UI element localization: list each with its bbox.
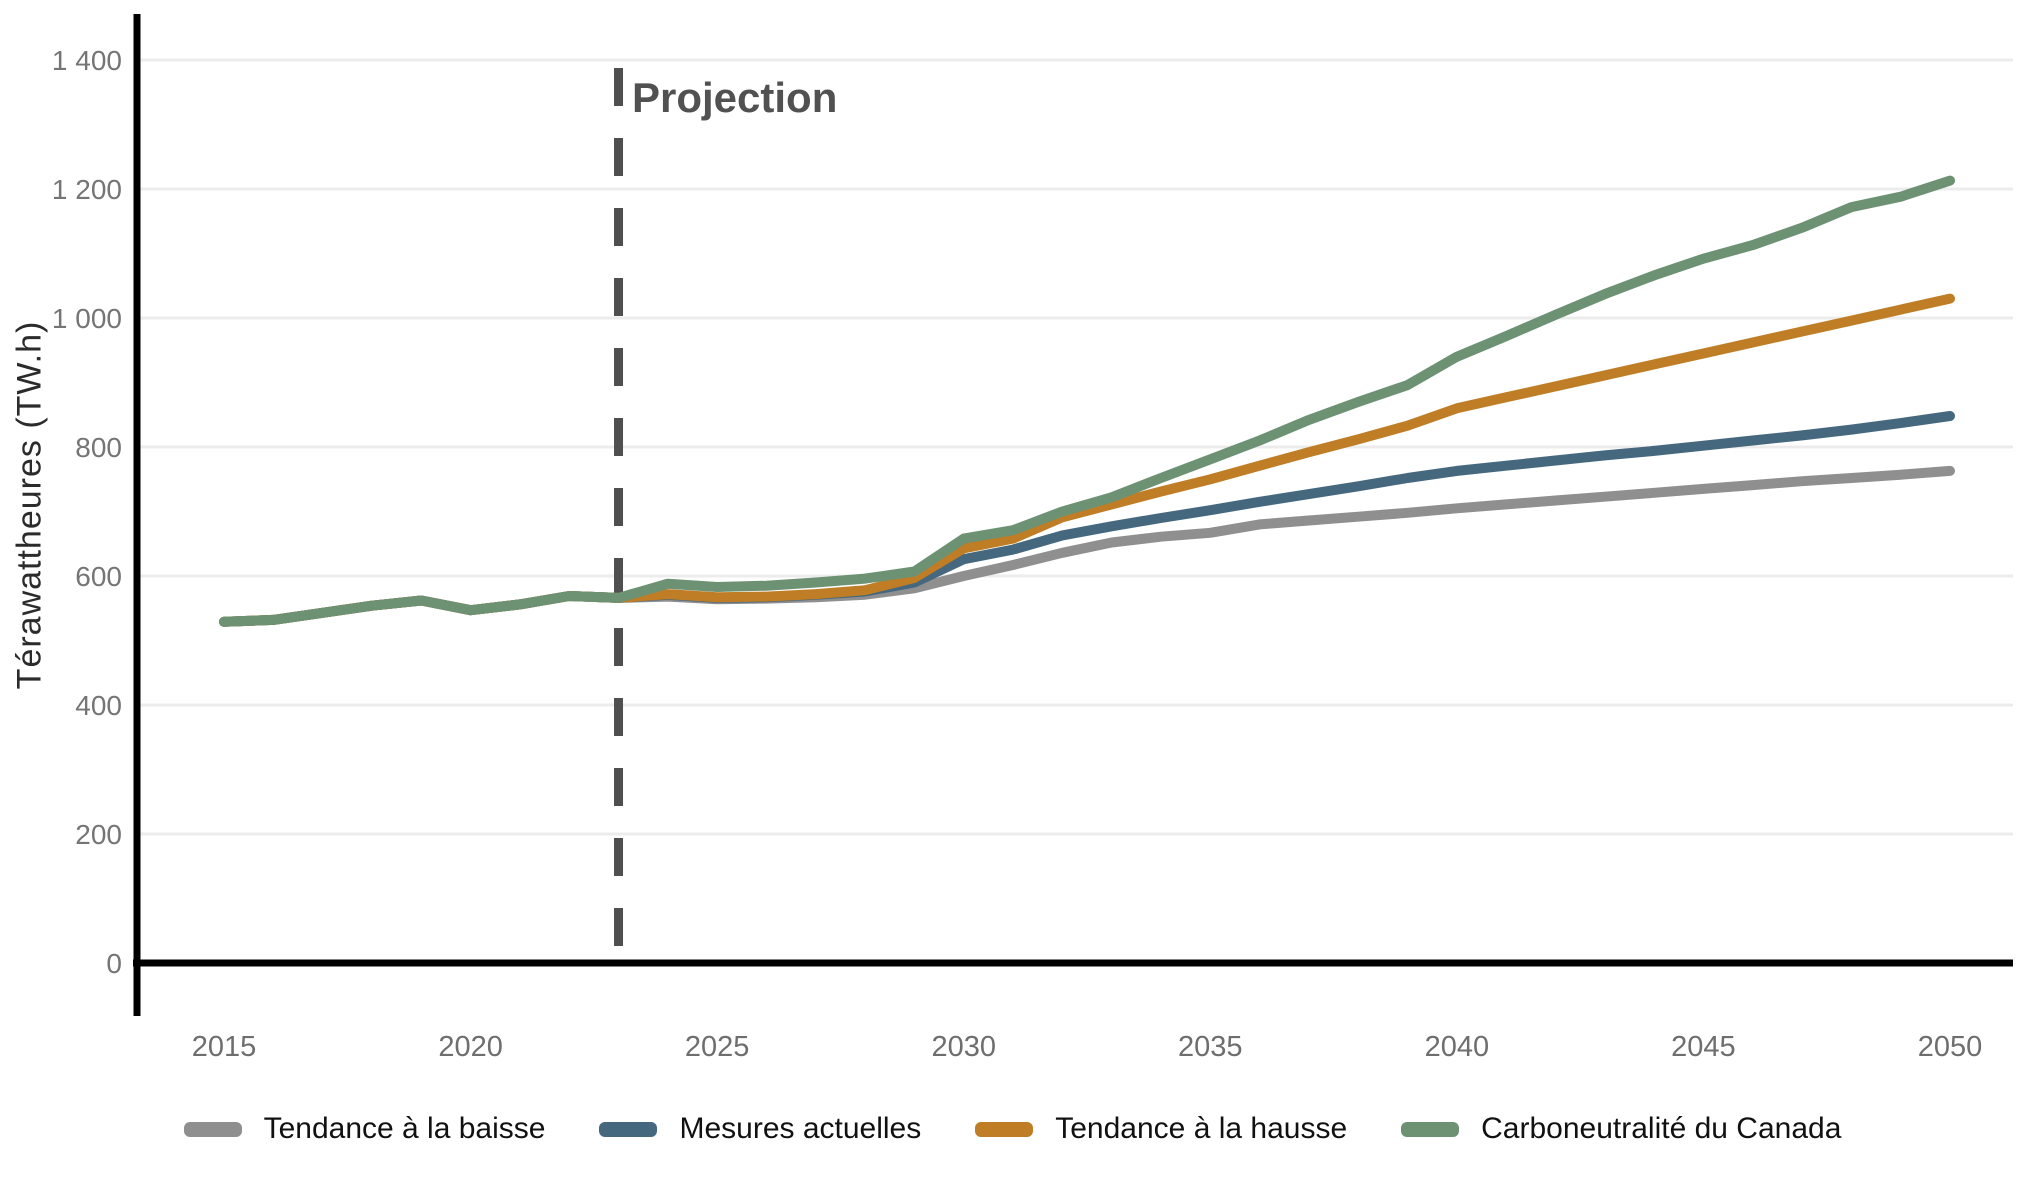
series-line-carboneutralite-du-canada	[219, 175, 1955, 627]
legend-swatch-tendance-baisse	[183, 1121, 242, 1137]
y-tick-label: 200	[75, 819, 122, 850]
x-tick-label: 2030	[931, 1031, 996, 1063]
y-tick-label: 1 200	[52, 174, 122, 205]
x-tick-label: 2020	[438, 1031, 503, 1063]
legend-item-mesures-actuelles: Mesures actuelles	[599, 1112, 921, 1146]
legend-item-carboneutralite: Carboneutralité du Canada	[1401, 1112, 1841, 1146]
x-tick-label: 2050	[1918, 1031, 1983, 1063]
series-line-tendance-a-la-baisse	[219, 465, 1955, 627]
series-line-tendance-a-la-hausse	[219, 293, 1955, 627]
legend-swatch-mesures-actuelles	[599, 1121, 658, 1137]
gridlines	[137, 58, 2013, 836]
y-tick-label: 800	[75, 432, 122, 463]
legend-swatch-tendance-hausse	[975, 1121, 1034, 1137]
y-tick-label: 1 000	[52, 303, 122, 334]
legend-label: Tendance à la baisse	[263, 1112, 546, 1145]
y-axis-title: Térawattheures (TW.h)	[10, 320, 49, 690]
x-tick-label: 2045	[1671, 1031, 1736, 1063]
legend-item-tendance-hausse: Tendance à la hausse	[975, 1112, 1347, 1146]
legend-label: Carboneutralité du Canada	[1481, 1112, 1842, 1145]
y-axis-tick-labels: 0 200 400 600 800 1 000 1 200 1 400	[52, 45, 122, 979]
x-tick-label: 2025	[685, 1031, 750, 1063]
y-tick-label: 600	[75, 561, 122, 592]
x-tick-label: 2040	[1425, 1031, 1490, 1063]
x-tick-label: 2015	[192, 1031, 257, 1063]
y-tick-label: 0	[106, 948, 122, 979]
legend-swatch-carboneutralite	[1401, 1121, 1460, 1137]
legend-label: Mesures actuelles	[679, 1112, 922, 1145]
y-tick-label: 400	[75, 690, 122, 721]
projection-annotation-label: Projection	[632, 74, 838, 121]
x-axis-tick-labels: 2015 2020 2025 2030 2035 2040 2045 2050	[192, 1031, 1983, 1063]
legend-item-tendance-baisse: Tendance à la baisse	[183, 1112, 546, 1146]
legend-label: Tendance à la hausse	[1055, 1112, 1348, 1145]
y-tick-label: 1 400	[52, 45, 122, 76]
legend: Tendance à la baisse Mesures actuelles T…	[0, 1112, 2025, 1146]
x-tick-label: 2035	[1178, 1031, 1243, 1063]
